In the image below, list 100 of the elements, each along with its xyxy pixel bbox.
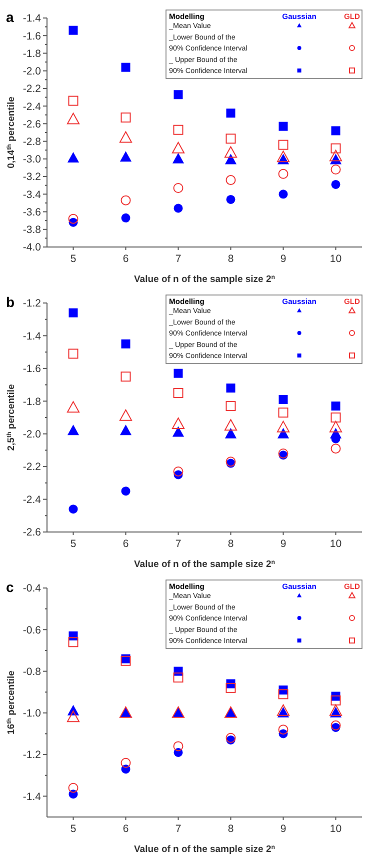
point — [120, 151, 132, 162]
y-tick-label: -1.4 — [22, 330, 42, 342]
x-tick-label: 9 — [280, 253, 286, 265]
x-tick-label: 9 — [280, 823, 286, 835]
point — [278, 168, 288, 179]
point — [174, 368, 183, 378]
point — [121, 486, 130, 496]
point — [67, 424, 80, 436]
point — [226, 401, 236, 412]
y-tick-label: -0.6 — [22, 624, 42, 636]
point — [120, 758, 131, 768]
point — [68, 26, 78, 35]
y-tick-label: -2.0 — [22, 428, 42, 441]
point — [226, 194, 236, 204]
point — [173, 741, 184, 752]
point — [226, 682, 236, 693]
point — [329, 150, 342, 162]
point — [121, 339, 130, 348]
y-tick-label: -4.0 — [22, 242, 42, 254]
point — [120, 112, 131, 123]
point — [224, 154, 237, 164]
point — [119, 409, 132, 421]
x-tick-label: 9 — [280, 538, 286, 550]
point — [330, 720, 341, 730]
y-tick-label: -1.0 — [22, 708, 42, 720]
point — [173, 124, 184, 135]
point — [278, 395, 288, 404]
point — [172, 418, 185, 430]
x-tick-label: 8 — [228, 823, 234, 835]
point — [172, 426, 184, 437]
point — [330, 695, 341, 706]
point — [173, 672, 184, 683]
y-tick-label: -1.8 — [22, 48, 42, 60]
x-axis-title: Value of n of the sample size 2$^{n}$ — [134, 274, 276, 285]
point — [68, 308, 78, 318]
point — [277, 428, 290, 438]
y-tick-label: -2.6 — [22, 526, 42, 539]
y-tick-label: -1.6 — [22, 363, 42, 376]
point — [121, 213, 130, 222]
x-tick-label: 7 — [175, 823, 182, 835]
point — [172, 142, 185, 154]
point — [330, 444, 341, 454]
x-tick-label: 5 — [70, 538, 76, 550]
y-tick-label: -2.6 — [22, 118, 42, 130]
point — [66, 401, 80, 413]
point — [120, 195, 131, 206]
y-tick-label: -1.4 — [22, 790, 42, 803]
point — [226, 108, 236, 118]
x-tick-label: 6 — [122, 538, 129, 550]
y-tick-label: -1.6 — [22, 30, 42, 42]
point — [68, 214, 78, 224]
x-tick-label: 5 — [70, 823, 76, 835]
point — [278, 448, 288, 458]
point — [66, 112, 80, 124]
x-tick-label: 5 — [70, 253, 76, 265]
point — [224, 428, 237, 438]
y-tick-label: -1.4 — [22, 12, 42, 25]
chart-title: b — [6, 294, 15, 310]
point — [226, 134, 236, 144]
y-tick-label: -1.8 — [22, 396, 42, 408]
point — [120, 424, 132, 436]
point — [68, 96, 78, 106]
chart-title: c — [6, 579, 14, 595]
point — [173, 466, 184, 476]
point — [68, 504, 78, 514]
point — [278, 190, 288, 199]
x-tick-label: 6 — [122, 823, 129, 835]
point — [278, 122, 288, 131]
y-tick-label: -0.4 — [22, 582, 42, 595]
y-tick-label: -3.6 — [22, 206, 42, 218]
point — [226, 384, 236, 393]
x-tick-label: 7 — [175, 253, 182, 265]
y-tick-label: -3.0 — [22, 154, 42, 166]
y-tick-label: -1.2 — [22, 298, 42, 310]
point — [173, 182, 184, 193]
y-tick-label: -2.4 — [22, 100, 42, 113]
point — [68, 348, 78, 359]
point — [276, 704, 290, 716]
point — [278, 140, 288, 150]
point — [224, 419, 238, 431]
point — [174, 204, 183, 213]
point — [330, 164, 341, 174]
x-tick-label: 7 — [175, 538, 182, 550]
y-tick-label: -2.8 — [22, 136, 42, 148]
point — [276, 150, 290, 162]
point — [119, 131, 132, 143]
y-tick-label: -3.2 — [22, 171, 42, 184]
point — [120, 656, 131, 666]
x-axis-title: Value of n of the sample size 2$^{n}$ — [134, 844, 276, 855]
x-axis-title: Value of n of the sample size 2$^{n}$ — [134, 558, 276, 570]
y-tick-label: -2.2 — [22, 461, 42, 474]
y-tick-label: -0.8 — [22, 666, 42, 678]
x-tick-label: 10 — [330, 253, 342, 265]
point — [121, 62, 130, 72]
y-tick-label: -1.2 — [22, 749, 42, 762]
point — [331, 402, 340, 411]
chart-title: a — [6, 9, 14, 25]
point — [330, 412, 341, 422]
point — [174, 90, 183, 100]
point — [278, 689, 288, 700]
